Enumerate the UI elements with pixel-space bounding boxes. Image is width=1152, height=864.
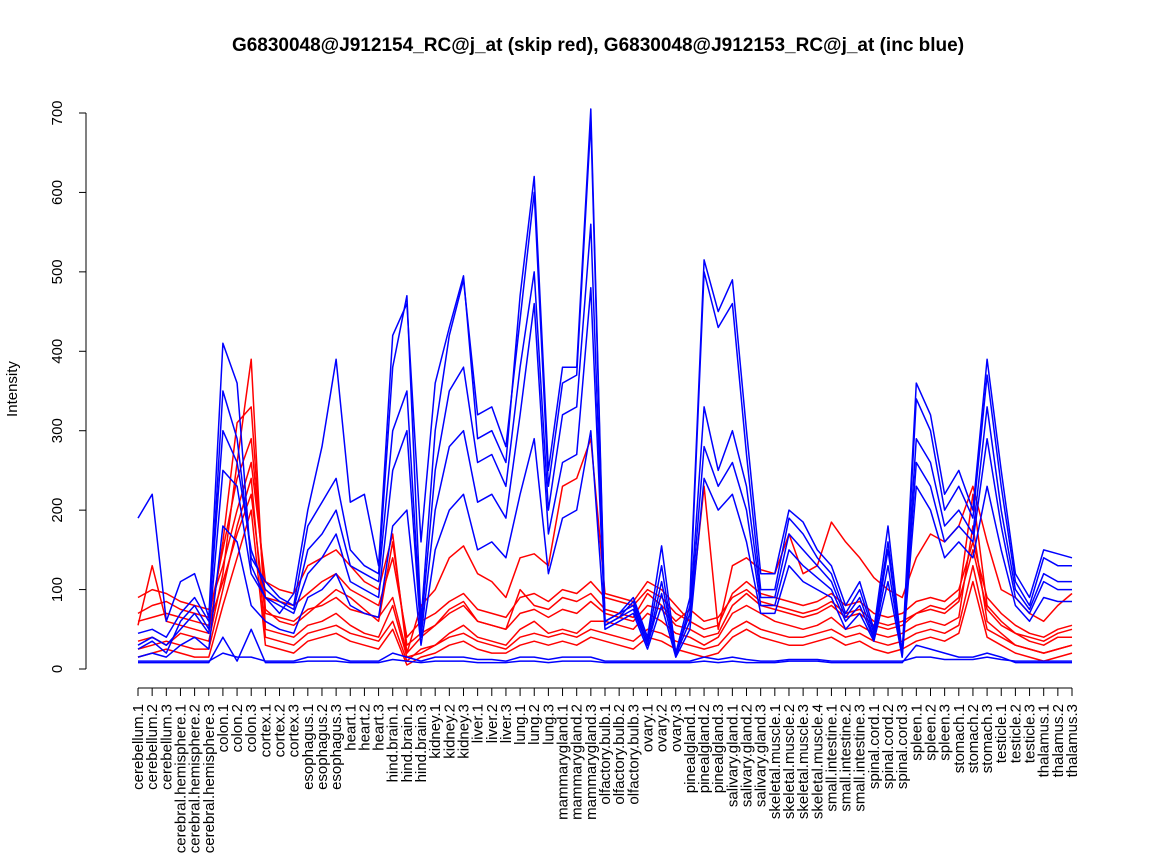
x-tick-label: kidney.3 [455, 704, 472, 759]
x-tick-label: mammarygland.3 [583, 704, 600, 820]
x-tick-label: olfactory.bulb.1 [597, 704, 614, 805]
x-tick-label: mammarygland.1 [555, 704, 572, 820]
x-tick-label: testicle.1 [993, 704, 1010, 763]
x-tick-label: cerebellum.2 [144, 704, 161, 790]
x-tick-label: ovary.1 [639, 704, 656, 752]
x-tick-label: olfactory.bulb.3 [625, 704, 642, 805]
y-tick-label: 500 [49, 259, 66, 284]
x-tick-label: esophagus.3 [328, 704, 345, 790]
x-tick-label: small.intestine.2 [838, 704, 855, 812]
y-tick-label: 600 [49, 180, 66, 205]
x-tick-label: thalamus.3 [1064, 704, 1081, 777]
x-tick-label: cerebral.hemisphere.1 [172, 704, 189, 853]
x-tick-label: ovary.3 [668, 704, 685, 752]
x-tick-label: lung.3 [540, 704, 557, 745]
x-tick-label: esophagus.2 [314, 704, 331, 790]
x-tick-label: stomach.3 [979, 704, 996, 773]
x-tick-label: small.intestine.3 [852, 704, 869, 812]
x-tick-label: colon.2 [229, 704, 246, 752]
x-tick-label: salivary.gland.2 [739, 704, 756, 807]
x-tick-label: pinealgland.2 [696, 704, 713, 793]
x-tick-label: salivary.gland.1 [724, 704, 741, 807]
x-tick-label: lung.1 [512, 704, 529, 745]
y-tick-label: 300 [49, 418, 66, 443]
x-tick-label: skeletal.muscle.3 [795, 704, 812, 819]
y-axis: 0 100 200 300 400 500 600 700 [49, 100, 87, 673]
x-tick-label: skeletal.muscle.2 [781, 704, 798, 819]
y-tick-label: 200 [49, 498, 66, 523]
x-tick-label: olfactory.bulb.2 [611, 704, 628, 805]
x-tick-label: hind.brain.1 [385, 704, 402, 782]
series-line [137, 286, 1072, 656]
series-layer [137, 108, 1073, 666]
x-tick-label: mammarygland.2 [569, 704, 586, 820]
x-tick-label: colon.1 [215, 704, 232, 752]
x-tick-label: pinealgland.3 [710, 704, 727, 793]
series-line [137, 108, 1073, 654]
y-tick-label: 0 [49, 665, 66, 673]
x-tick-label: spinal.cord.2 [880, 704, 897, 789]
series-line [138, 652, 1072, 662]
y-axis-label: Intensity [4, 361, 21, 417]
x-tick-label: colon.3 [243, 704, 260, 752]
x-tick-label: cortex.1 [257, 704, 274, 757]
x-tick-label: hind.brain.3 [413, 704, 430, 782]
x-tick-label: cerebral.hemisphere.3 [201, 704, 218, 853]
x-tick-label: pinealgland.1 [682, 704, 699, 793]
x-tick-label: small.intestine.1 [823, 704, 840, 812]
x-tick-label: cortex.2 [272, 704, 289, 757]
x-tick-label: testicle.2 [1007, 704, 1024, 763]
x-tick-label: liver.3 [498, 704, 515, 743]
series-line [137, 509, 1073, 666]
x-tick-label: heart.2 [356, 704, 373, 751]
x-tick-label: hind.brain.2 [399, 704, 416, 782]
x-tick-label: thalamus.1 [1036, 704, 1053, 777]
x-tick-label: heart.1 [342, 704, 359, 751]
x-tick-label: lung.2 [526, 704, 543, 745]
x-tick-label: kidney.2 [441, 704, 458, 759]
x-tick-label: skeletal.muscle.4 [809, 704, 826, 819]
x-tick-label: kidney.1 [427, 704, 444, 759]
series-line [138, 628, 1072, 664]
x-tick-label: spinal.cord.3 [894, 704, 911, 789]
y-tick-label: 400 [49, 339, 66, 364]
chart-title: G6830048@J912154_RC@j_at (skip red), G68… [232, 35, 964, 56]
x-tick-label: spinal.cord.1 [866, 704, 883, 789]
x-tick-label: spleen.3 [937, 704, 954, 761]
x-tick-label: spleen.1 [908, 704, 925, 761]
x-tick-label: stomach.2 [965, 704, 982, 773]
x-tick-label: testicle.3 [1022, 704, 1039, 763]
x-tick-label: liver.2 [484, 704, 501, 743]
x-tick-label: salivary.gland.3 [753, 704, 770, 807]
series-line [137, 120, 1072, 658]
x-tick-label: liver.1 [470, 704, 487, 743]
x-tick-label: cerebellum.1 [130, 704, 147, 790]
x-tick-label: skeletal.muscle.1 [767, 704, 784, 819]
y-tick-label: 100 [49, 577, 66, 602]
x-tick-label: esophagus.1 [300, 704, 317, 790]
series-line [137, 429, 1072, 658]
x-axis: cerebellum.1cerebellum.2cerebellum.3cere… [130, 687, 1081, 853]
x-tick-label: cerebral.hemisphere.2 [187, 704, 204, 853]
x-tick-label: ovary.2 [654, 704, 671, 752]
x-tick-label: stomach.1 [951, 704, 968, 773]
x-tick-label: spleen.2 [922, 704, 939, 761]
x-tick-label: thalamus.2 [1050, 704, 1067, 777]
x-tick-label: heart.3 [371, 704, 388, 751]
x-tick-label: cerebellum.3 [158, 704, 175, 790]
x-tick-label: cortex.3 [286, 704, 303, 757]
series-line [137, 477, 1073, 662]
y-tick-label: 700 [49, 100, 66, 125]
